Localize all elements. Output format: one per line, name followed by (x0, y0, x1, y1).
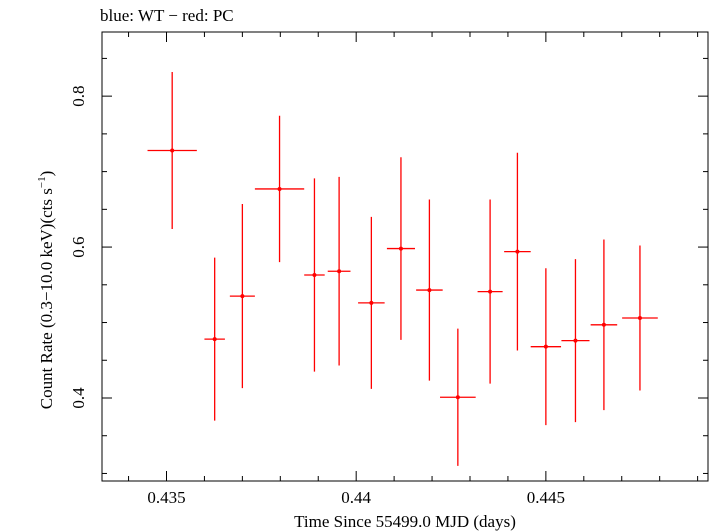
data-point (304, 178, 325, 372)
data-point (358, 216, 385, 389)
x-tick-label: 0.445 (527, 488, 565, 507)
data-point (204, 257, 225, 421)
y-tick-label: 0.8 (69, 86, 88, 107)
data-point (440, 328, 476, 466)
y-axis-label-end: ) (37, 171, 56, 177)
data-point (504, 152, 531, 351)
data-point (229, 204, 255, 389)
data-point (386, 157, 415, 340)
point-marker (543, 344, 548, 349)
data-point (590, 239, 618, 411)
x-tick-label: 0.44 (341, 488, 371, 507)
point-marker (427, 288, 432, 293)
point-marker (277, 186, 282, 191)
point-marker (488, 289, 493, 294)
data-point (477, 199, 503, 384)
point-marker (398, 246, 403, 251)
x-axis-label: Time Since 55499.0 MJD (days) (294, 512, 516, 531)
plot-border (101, 31, 709, 482)
point-marker (573, 338, 578, 343)
point-marker (369, 300, 374, 305)
point-marker (170, 148, 175, 153)
data-point (254, 115, 305, 263)
data-point (416, 199, 443, 381)
point-marker (637, 316, 642, 321)
y-axis-label-main: Count Rate (0.3−10.0 keV)(cts s (37, 188, 56, 409)
x-tick-label: 0.435 (147, 488, 185, 507)
y-axis-label: Count Rate (0.3−10.0 keV)(cts s−1) (36, 171, 56, 410)
point-marker (312, 272, 317, 277)
point-marker (337, 269, 342, 274)
y-tick-label: 0.6 (69, 236, 88, 257)
x-axis-ticks: 0.435 0.44 0.445 (128, 32, 699, 507)
data-point (327, 176, 351, 366)
data-point (147, 71, 197, 229)
plot-frame (101, 31, 709, 482)
point-marker (455, 395, 460, 400)
data-point (561, 259, 590, 423)
y-tick-label: 0.4 (69, 387, 88, 409)
data-points (147, 71, 658, 466)
point-marker (515, 249, 520, 254)
y-axis-label-sup: −1 (36, 176, 48, 188)
data-point (530, 268, 562, 426)
point-marker (212, 337, 217, 342)
data-point (622, 245, 658, 391)
y-axis-ticks: 0.4 0.6 0.8 (69, 57, 708, 474)
point-marker (240, 294, 245, 299)
chart-title: blue: WT − red: PC (100, 6, 234, 25)
point-marker (601, 322, 606, 327)
